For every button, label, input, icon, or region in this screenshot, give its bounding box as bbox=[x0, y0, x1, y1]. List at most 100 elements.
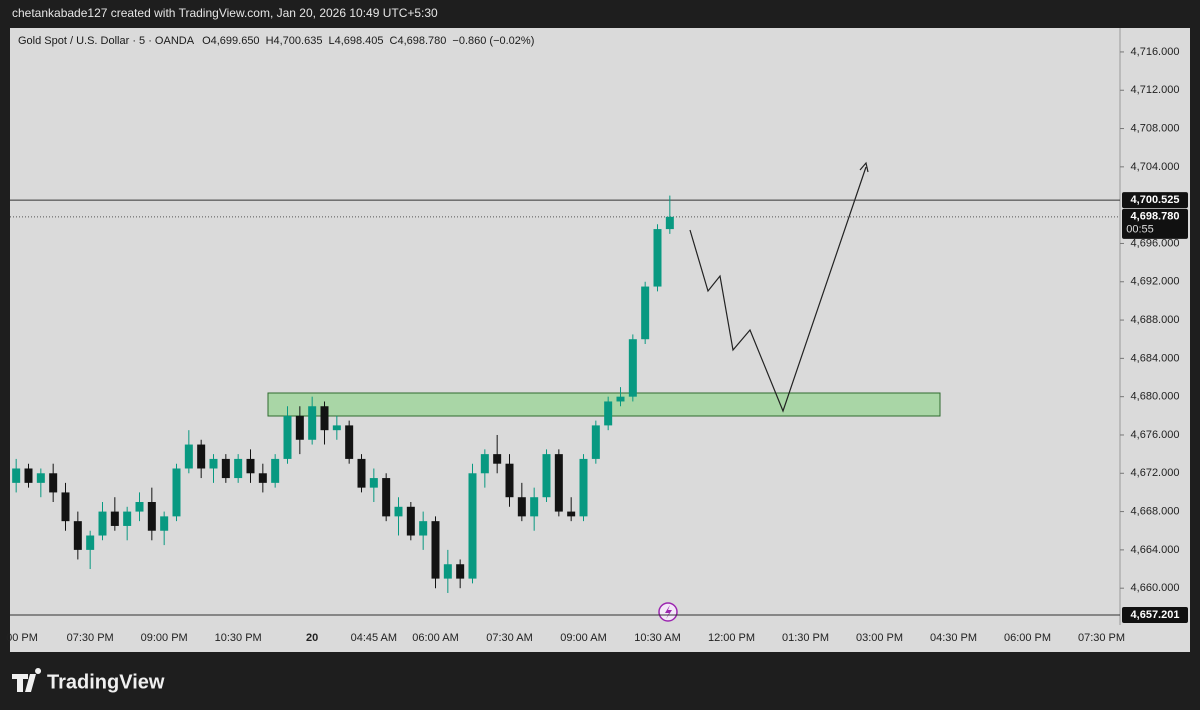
x-tick-label: 07:30 AM bbox=[486, 632, 532, 644]
candle-body bbox=[653, 229, 662, 287]
y-tick-label: 4,680.000 bbox=[1131, 391, 1180, 403]
x-tick-label: 10:30 AM bbox=[634, 632, 680, 644]
candle-body bbox=[24, 468, 33, 483]
brand-name: TradingView bbox=[47, 671, 165, 693]
candle-body bbox=[135, 502, 144, 512]
projection-arrowhead bbox=[859, 161, 869, 173]
symbol-title: Gold Spot / U.S. Dollar · 5 · OANDA bbox=[18, 35, 195, 47]
y-tick-label: 4,692.000 bbox=[1131, 276, 1180, 288]
x-tick-label: 12:00 PM bbox=[708, 632, 755, 644]
ohlc-value: H4,700.635 bbox=[266, 35, 323, 47]
candle-body bbox=[419, 521, 428, 536]
candle-body bbox=[369, 478, 378, 488]
y-tick-label: 4,660.000 bbox=[1131, 582, 1180, 594]
candle-body bbox=[616, 396, 625, 402]
candle-body bbox=[197, 444, 206, 469]
event-bolt bbox=[665, 605, 672, 619]
candle-body bbox=[234, 458, 243, 479]
ohlc-value: O4,699.650 bbox=[202, 35, 260, 47]
candle-body bbox=[246, 458, 255, 474]
price-tag-label: 4,700.525 bbox=[1131, 194, 1180, 206]
candle-body bbox=[221, 458, 230, 479]
candle-body bbox=[357, 458, 366, 488]
x-tick-label: 10:30 PM bbox=[215, 632, 262, 644]
brand-logo bbox=[12, 668, 42, 692]
candle-body bbox=[641, 286, 650, 340]
x-tick-label: 04:45 AM bbox=[351, 632, 397, 644]
candle-body bbox=[505, 463, 514, 498]
credit: chetankabade127 created with TradingView… bbox=[12, 6, 438, 20]
candle-body bbox=[493, 454, 502, 464]
candle-body bbox=[394, 506, 403, 517]
candle-body bbox=[554, 454, 563, 512]
y-tick-label: 4,688.000 bbox=[1131, 314, 1180, 326]
x-tick-label: 07:30 PM bbox=[67, 632, 114, 644]
y-tick-label: 4,684.000 bbox=[1131, 352, 1180, 364]
candle-body bbox=[98, 511, 107, 536]
x-tick-label: 06:00 AM bbox=[412, 632, 458, 644]
x-tick-label: 04:30 PM bbox=[930, 632, 977, 644]
x-tick-label: 03:00 PM bbox=[856, 632, 903, 644]
candle-body bbox=[36, 473, 45, 483]
last-price-tag bbox=[1122, 208, 1188, 239]
candle-body bbox=[258, 473, 267, 483]
demand-zone bbox=[267, 392, 941, 417]
y-tick-label: 4,664.000 bbox=[1131, 544, 1180, 556]
candle-body bbox=[530, 497, 539, 517]
candle-body bbox=[308, 406, 317, 440]
candle-body bbox=[468, 473, 477, 579]
x-tick-label: 07:30 PM bbox=[1078, 632, 1125, 644]
symbol-legend: Gold Spot / U.S. Dollar · 5 · OANDA O4,6… bbox=[18, 35, 534, 47]
y-tick-label: 4,696.000 bbox=[1131, 237, 1180, 249]
price-tag-label: 4,657.201 bbox=[1131, 609, 1180, 621]
x-tick-label: 20 bbox=[306, 632, 318, 644]
candle-body bbox=[160, 516, 169, 531]
candle-body bbox=[443, 564, 452, 579]
ohlc-value: −0.860 (−0.02%) bbox=[452, 35, 534, 47]
candle-body bbox=[542, 454, 551, 498]
ohlc-value: L4,698.405 bbox=[328, 35, 383, 47]
candle-body bbox=[172, 468, 181, 517]
candle-body bbox=[73, 521, 82, 550]
x-tick-label: 09:00 PM bbox=[141, 632, 188, 644]
ohlc-value: C4,698.780 bbox=[390, 35, 447, 47]
candle-body bbox=[665, 216, 674, 230]
candle-body bbox=[123, 511, 132, 526]
price-tag bbox=[1122, 606, 1188, 623]
y-tick-label: 4,672.000 bbox=[1131, 467, 1180, 479]
candle-body bbox=[49, 473, 58, 493]
candle-body bbox=[345, 425, 354, 459]
candle-body bbox=[86, 535, 95, 550]
y-tick-label: 4,704.000 bbox=[1131, 161, 1180, 173]
candle-body bbox=[604, 401, 613, 426]
y-tick-label: 4,708.000 bbox=[1131, 122, 1180, 134]
candle-body bbox=[184, 444, 193, 469]
candle-body bbox=[12, 468, 21, 483]
candle-body bbox=[295, 415, 304, 440]
candle-body bbox=[567, 511, 576, 517]
projection-path bbox=[689, 166, 867, 413]
price-tag bbox=[1122, 192, 1188, 209]
y-tick-label: 4,676.000 bbox=[1131, 429, 1180, 441]
candle-body bbox=[579, 458, 588, 517]
candle-body bbox=[480, 454, 489, 474]
candle-body bbox=[110, 511, 119, 526]
candle-body bbox=[271, 458, 280, 483]
y-tick-label: 4,668.000 bbox=[1131, 505, 1180, 517]
candle-body bbox=[147, 502, 156, 531]
candle-body bbox=[61, 492, 70, 522]
chart-panel bbox=[10, 28, 1190, 652]
footer-brand: TradingView bbox=[12, 668, 165, 693]
candle-body bbox=[517, 497, 526, 517]
candle-body bbox=[456, 564, 465, 579]
x-tick-label: 09:00 AM bbox=[560, 632, 606, 644]
countdown: 00:55 bbox=[1126, 224, 1154, 236]
candle-body bbox=[431, 521, 440, 579]
candle-body bbox=[332, 425, 341, 431]
x-tick-label: 06:00 PM bbox=[1004, 632, 1051, 644]
x-tick-label: 01:30 PM bbox=[782, 632, 829, 644]
candle-body bbox=[209, 458, 218, 469]
x-tick-label: 00 PM bbox=[6, 632, 38, 644]
candle-body bbox=[406, 506, 415, 536]
